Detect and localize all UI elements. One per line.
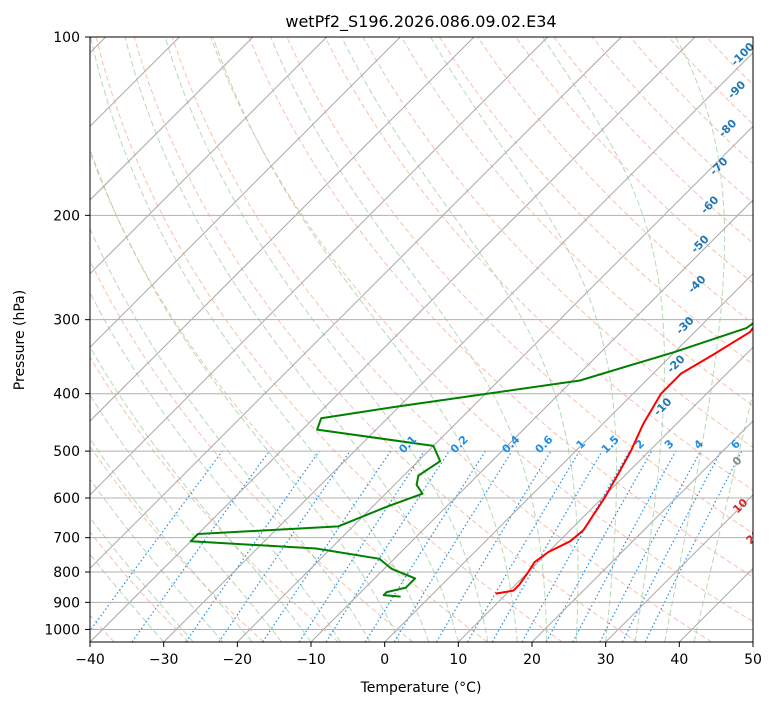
y-tick-label: 700 (53, 531, 80, 547)
moist-adiabat-line (90, 227, 371, 642)
moist-adiabat-line (90, 553, 165, 642)
moist-adiabat-line (164, 37, 489, 642)
isotherm-line (90, 37, 328, 275)
y-tick-label: 300 (53, 313, 80, 329)
moist-adiabat-line (90, 37, 430, 642)
y-tick-label: 900 (53, 595, 80, 611)
x-tick-label: −30 (149, 652, 179, 668)
dry-adiabat-line (95, 37, 563, 642)
mixing-ratio-line (185, 450, 320, 642)
y-tick-label: 1000 (44, 622, 80, 638)
x-tick-label: 50 (744, 652, 762, 668)
mixing-ratio-line (545, 450, 653, 642)
y-tick-label: 800 (53, 565, 80, 581)
moist-adiabat-line (90, 516, 194, 642)
moist-adiabat-line (90, 437, 253, 642)
x-tick-label: −20 (223, 652, 253, 668)
isotherm-line (531, 420, 753, 642)
mixing-ratio-line (90, 450, 223, 632)
mixing-ratio-line (131, 450, 270, 642)
y-tick-label: 100 (53, 30, 80, 46)
moist-adiabat-line (90, 147, 400, 642)
dry-adiabat-label: 20 (744, 527, 764, 547)
mixing-ratio-line (325, 450, 450, 642)
y-tick-label: 500 (53, 444, 80, 460)
y-tick-label: 400 (53, 387, 80, 403)
mixing-ratio-line (521, 450, 631, 642)
profile-series (189, 322, 753, 598)
moist-adiabat-line (90, 345, 312, 642)
dry-adiabat-line (400, 37, 753, 407)
moist-adiabat-line (341, 37, 579, 642)
isotherm-line (90, 37, 549, 496)
mixing-ratio-line (393, 450, 513, 642)
dry-adiabat-line (90, 445, 264, 642)
mixing-ratio-line (644, 450, 743, 642)
dry-adiabat-line (90, 150, 488, 642)
isotherm-line (236, 125, 753, 642)
isotherm-line (163, 51, 753, 642)
y-tick-label: 600 (53, 491, 80, 507)
moist-adiabat-line (90, 478, 223, 642)
mixing-ratio-line (572, 450, 677, 642)
x-tick-label: −10 (296, 652, 326, 668)
y-tick-label: 200 (53, 208, 80, 224)
dry-adiabat-line (210, 37, 753, 623)
dry-adiabat-line (248, 37, 753, 578)
x-tick-label: 40 (670, 652, 688, 668)
dry-adiabat-line (133, 37, 638, 642)
temperature-profile-line (495, 326, 753, 595)
dry-adiabat-line (171, 37, 712, 642)
dry-adiabat-line (90, 531, 190, 642)
dewpoint-profile-line (189, 322, 753, 598)
y-axis-label: Pressure (hPa) (12, 290, 28, 390)
isotherm-line (90, 37, 254, 201)
mixing-ratio-line (218, 450, 351, 642)
plot-frame (89, 36, 754, 643)
dry-adiabat-line (438, 37, 753, 366)
moist-adiabat-line (430, 37, 617, 642)
moist-adiabat-line (90, 394, 282, 642)
isotherm-line (384, 272, 753, 642)
moist-adiabat-line (664, 37, 726, 642)
isotherm-line (90, 37, 401, 349)
isotherm-line (90, 37, 622, 570)
x-tick-label: 10 (449, 652, 467, 668)
x-tick-label: −40 (75, 652, 105, 668)
mixing-ratio-line (262, 450, 392, 642)
isotherm-line (310, 199, 753, 642)
grid-and-reference-lines (90, 37, 753, 642)
dry-adiabat-line (90, 356, 339, 642)
mixing-ratio-line (298, 450, 425, 642)
dry-adiabat-line (324, 37, 753, 491)
axis-ticks: −40 −30 −20 −10 0 10 20 30 40 50 100 200 300 400 500 60… (44, 30, 762, 668)
x-tick-label: 30 (597, 652, 615, 668)
isotherm-line (90, 37, 475, 422)
x-axis-label: Temperature (°C) (360, 680, 482, 696)
dry-adiabat-line (515, 37, 753, 284)
moist-adiabat-line (542, 37, 665, 642)
moist-adiabat-line (212, 37, 518, 642)
x-tick-label: 0 (380, 652, 389, 668)
moist-adiabat-line (124, 37, 459, 642)
x-tick-label: 20 (523, 652, 541, 668)
isotherm-line (457, 346, 753, 642)
isotherm-line (605, 493, 753, 642)
chart-title: wetPf2_S196.2026.086.09.02.E34 (285, 12, 556, 32)
